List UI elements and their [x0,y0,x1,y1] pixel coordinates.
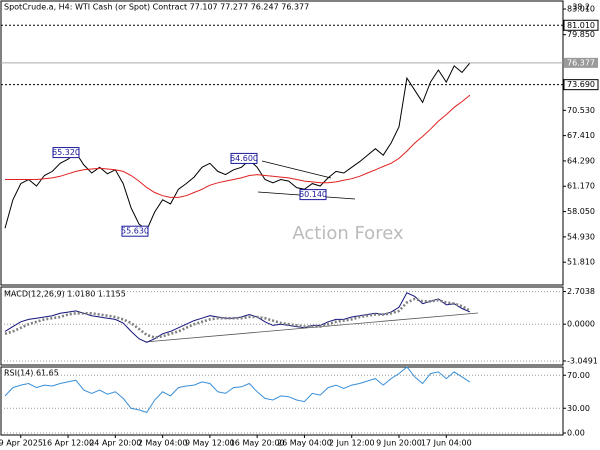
level-label: 73.690 [567,80,595,89]
y-tick-label: 30.00 [567,404,590,413]
x-tick-label: 2 Jun 12:00 [329,439,375,448]
x-tick-label: 9 Apr 2025 [0,439,43,448]
series-line [4,366,471,413]
series-line [4,62,471,231]
y-tick-label: -3.0491 [567,356,598,365]
trend-line [261,160,332,179]
level-box [563,79,599,91]
y-tick-label: 54.930 [567,232,595,241]
y-tick-label: 58.050 [567,207,595,216]
x-tick-label: 17 Jun 04:00 [421,439,472,448]
annotation-box [52,147,80,159]
annotation-box [121,225,149,237]
x-tick-label: 9 May 12:00 [185,439,235,448]
annotation-box [230,152,258,164]
y-tick-label: 67.410 [567,131,595,140]
y-tick-label: 61.170 [567,182,595,191]
x-tick-label: 24 Apr 20:00 [89,439,141,448]
y-tick-label: 0.00 [567,429,585,438]
y-tick-label: 64.290 [567,156,595,165]
series-line [4,297,471,339]
y-tick-label: 2.7038 [567,287,595,296]
annotation-label: 65.320 [52,148,80,157]
watermark: Action Forex [292,223,404,244]
y-tick-label: 79.850 [567,30,595,39]
chart-title: SpotCrude.a, H4: WTI Cash (or Spot) Cont… [4,3,309,12]
series-line [5,94,471,198]
annotation-label: 64.600 [230,154,258,163]
level-box [563,19,599,31]
annotation-box [299,189,327,201]
y-tick-label: 83.010 [567,5,595,14]
x-tick-label: 2 May 04:00 [138,439,188,448]
y-tick-label: 70.00 [567,371,590,380]
corner-label: 38.2 [572,3,590,12]
x-tick-label: 16 Apr 12:00 [42,439,94,448]
rsi-panel [0,366,564,436]
current-price-label: 76.377 [567,58,595,67]
x-tick-label: 9 Jun 20:00 [376,439,422,448]
level-label: 81.010 [567,21,595,30]
y-tick-label: 51.810 [567,258,595,267]
main-panel [0,0,564,286]
annotation-label: 55.630 [121,227,149,236]
x-tick-label: 26 May 04:00 [277,439,332,448]
current-price-box [564,57,598,68]
y-tick-label: 70.530 [567,106,595,115]
x-tick-label: 16 May 20:00 [230,439,285,448]
macd-title: MACD(12,26,9) 1.0180 1.1155 [4,290,126,299]
rsi-title: RSI(14) 61.65 [4,369,59,378]
macd-panel [0,286,564,366]
annotation-label: 60.140 [299,190,327,199]
y-tick-label: 0.0000 [567,320,595,329]
